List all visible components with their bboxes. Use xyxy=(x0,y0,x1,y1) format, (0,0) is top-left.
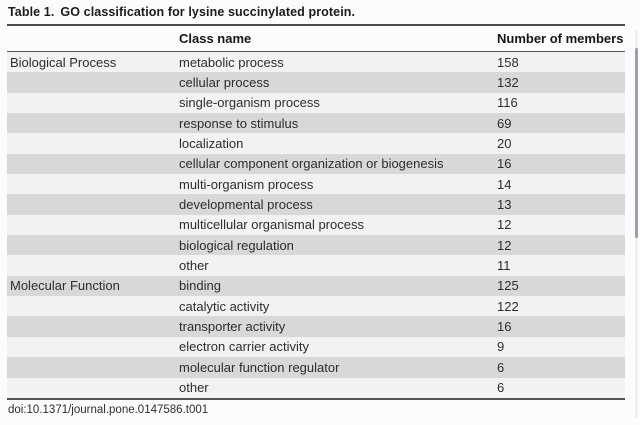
class-cell: transporter activity xyxy=(179,319,286,335)
class-cell: biological regulation xyxy=(179,237,294,253)
table-row: Molecular Function binding 125 xyxy=(7,275,625,297)
members-cell: 122 xyxy=(497,298,519,314)
table-row: cellular component organization or bioge… xyxy=(7,153,625,175)
members-cell: 16 xyxy=(497,319,512,335)
table-row: other 11 xyxy=(7,255,625,276)
table-top-rule xyxy=(7,24,625,26)
members-cell: 125 xyxy=(497,278,519,294)
class-cell: cellular component organization or bioge… xyxy=(179,156,444,172)
doi-text: doi:10.1371/journal.pone.0147586.t001 xyxy=(8,404,209,416)
category-cell: Molecular Function xyxy=(10,278,120,294)
class-cell: metabolic process xyxy=(179,54,284,70)
members-cell: 132 xyxy=(497,75,519,91)
category-cell: Biological Process xyxy=(10,54,117,70)
class-cell: cellular process xyxy=(179,75,270,91)
members-cell: 69 xyxy=(497,115,512,131)
class-cell: developmental process xyxy=(179,197,313,213)
table-header-row: Class name Number of members xyxy=(7,26,625,52)
table-row: transporter activity 16 xyxy=(7,316,625,337)
header-class-name: Class name xyxy=(179,31,252,46)
members-cell: 16 xyxy=(497,156,512,172)
table-row: response to stimulus 69 xyxy=(7,113,625,134)
scrollbar-thumb[interactable] xyxy=(635,48,638,238)
class-cell: electron carrier activity xyxy=(179,339,310,355)
table-title: Table 1. GO classification for lysine suc… xyxy=(8,5,608,19)
members-cell: 12 xyxy=(497,217,512,233)
class-cell: molecular function regulator xyxy=(179,359,340,375)
class-cell: multi-organism process xyxy=(179,176,314,192)
members-cell: 12 xyxy=(497,237,512,253)
members-cell: 13 xyxy=(497,197,512,213)
class-cell: single-organism process xyxy=(179,95,320,111)
class-cell: catalytic activity xyxy=(179,298,270,314)
table-row: single-organism process 116 xyxy=(7,92,625,114)
table-row: electron carrier activity 9 xyxy=(7,336,625,358)
table-number-label: Table 1. xyxy=(8,5,55,19)
table-row: molecular function regulator 6 xyxy=(7,357,625,378)
class-cell: localization xyxy=(179,136,244,152)
go-classification-table: Class name Number of members Biological … xyxy=(7,24,625,400)
class-cell: multicellular organismal process xyxy=(179,217,364,233)
table-row: other 6 xyxy=(7,377,625,398)
members-cell: 11 xyxy=(497,258,511,274)
members-cell: 116 xyxy=(497,95,518,111)
class-cell: binding xyxy=(179,278,221,294)
table-row: cellular process 132 xyxy=(7,72,625,93)
table-title-text: GO classification for lysine succinylate… xyxy=(60,5,356,19)
table-row: multicellular organismal process 12 xyxy=(7,214,625,236)
class-cell: other xyxy=(179,258,209,274)
members-cell: 14 xyxy=(497,176,512,192)
header-number-of-members: Number of members xyxy=(497,31,624,46)
table-row: catalytic activity 122 xyxy=(7,296,625,317)
table-bottom-rule xyxy=(7,397,625,400)
table-row: Biological Process metabolic process 158 xyxy=(7,52,625,73)
table-body: Biological Process metabolic process 158… xyxy=(7,52,625,398)
members-cell: 9 xyxy=(497,339,505,355)
table-row: localization 20 xyxy=(7,133,625,154)
table-row: developmental process 13 xyxy=(7,194,625,215)
class-cell: response to stimulus xyxy=(179,115,299,131)
members-cell: 6 xyxy=(497,380,505,396)
class-cell: other xyxy=(179,380,209,396)
table-row: biological regulation 12 xyxy=(7,235,625,256)
members-cell: 158 xyxy=(497,54,519,70)
table-row: multi-organism process 14 xyxy=(7,174,625,195)
members-cell: 20 xyxy=(497,136,512,152)
members-cell: 6 xyxy=(497,359,505,375)
